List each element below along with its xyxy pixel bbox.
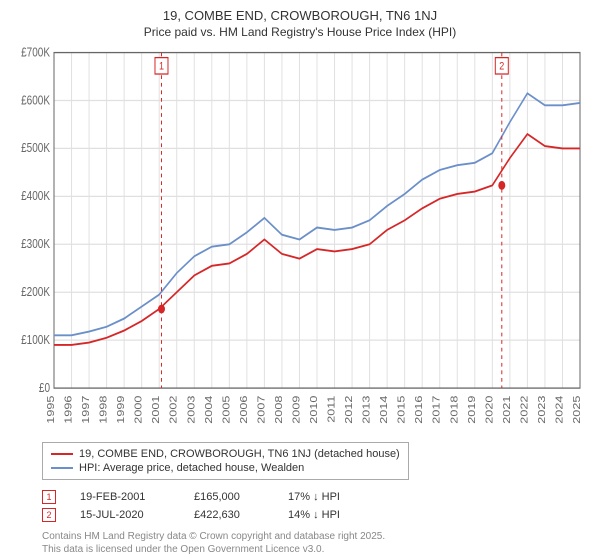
x-tick-label: 2005 xyxy=(221,396,232,424)
x-tick-label: 2011 xyxy=(327,396,338,423)
x-tick-label: 2001 xyxy=(151,396,162,424)
transaction-row: 1 19-FEB-2001 £165,000 17% ↓ HPI xyxy=(42,488,588,506)
y-tick-label: £600K xyxy=(21,94,50,107)
tx-price: £165,000 xyxy=(194,491,264,503)
x-tick-label: 2013 xyxy=(362,396,373,424)
x-tick-label: 2012 xyxy=(344,396,355,424)
tx-marker-badge-label: 2 xyxy=(499,61,504,73)
tx-marker-badge-label: 1 xyxy=(159,61,164,73)
tx-marker-dot xyxy=(158,305,165,314)
legend-label: 19, COMBE END, CROWBOROUGH, TN6 1NJ (det… xyxy=(79,448,400,460)
y-tick-label: £200K xyxy=(21,286,50,299)
tx-badge: 1 xyxy=(42,490,56,504)
footnote-line: This data is licensed under the Open Gov… xyxy=(42,543,588,556)
y-tick-label: £0 xyxy=(39,382,50,395)
transactions-table: 1 19-FEB-2001 £165,000 17% ↓ HPI 2 15-JUL-202… xyxy=(42,488,588,524)
x-tick-label: 2002 xyxy=(169,396,180,424)
x-tick-label: 2016 xyxy=(414,396,425,424)
x-tick-label: 2000 xyxy=(134,396,145,424)
chart-plot-area: £0 £100K £200K £300K £400K £500K £600K £700K 199… xyxy=(12,45,588,436)
legend-row: 19, COMBE END, CROWBOROUGH, TN6 1NJ (det… xyxy=(51,447,400,461)
tx-price: £422,630 xyxy=(194,509,264,521)
tx-marker-dot xyxy=(498,181,505,190)
x-tick-label: 2025 xyxy=(572,396,583,424)
chart-subtitle: Price paid vs. HM Land Registry's House … xyxy=(12,25,588,39)
x-tick-label: 2015 xyxy=(397,396,408,424)
tx-badge: 2 xyxy=(42,508,56,522)
x-tick-label: 2020 xyxy=(484,396,495,424)
tx-diff: 14% ↓ HPI xyxy=(288,509,368,521)
x-tick-label: 2010 xyxy=(309,396,320,424)
legend-swatch xyxy=(51,453,73,455)
x-tick-label: 1997 xyxy=(81,396,92,424)
x-tick-label: 2014 xyxy=(379,396,390,424)
tx-date: 15-JUL-2020 xyxy=(80,509,170,521)
footnote-line: Contains HM Land Registry data © Crown c… xyxy=(42,530,588,543)
x-tick-label: 2021 xyxy=(502,396,513,424)
y-tick-label: £400K xyxy=(21,190,50,203)
legend-swatch xyxy=(51,467,73,469)
x-tick-label: 2019 xyxy=(467,396,478,424)
tx-date: 19-FEB-2001 xyxy=(80,491,170,503)
x-tick-label: 2022 xyxy=(519,396,530,424)
legend-label: HPI: Average price, detached house, Weal… xyxy=(79,462,304,474)
x-tick-label: 2008 xyxy=(274,396,285,424)
transaction-row: 2 15-JUL-2020 £422,630 14% ↓ HPI xyxy=(42,506,588,524)
x-tick-label: 1996 xyxy=(64,396,75,424)
x-tick-label: 2023 xyxy=(537,396,548,424)
line-chart-svg: £0 £100K £200K £300K £400K £500K £600K £700K 199… xyxy=(12,45,588,436)
chart-legend: 19, COMBE END, CROWBOROUGH, TN6 1NJ (det… xyxy=(42,442,409,480)
chart-title: 19, COMBE END, CROWBOROUGH, TN6 1NJ xyxy=(12,8,588,23)
x-tick-label: 2007 xyxy=(256,396,267,424)
x-tick-label: 2017 xyxy=(432,396,443,424)
x-tick-label: 1998 xyxy=(99,396,110,424)
x-tick-label: 2003 xyxy=(186,396,197,424)
y-tick-label: £500K xyxy=(21,142,50,155)
tx-diff: 17% ↓ HPI xyxy=(288,491,368,503)
x-tick-label: 1995 xyxy=(46,396,57,424)
chart-footnote: Contains HM Land Registry data © Crown c… xyxy=(42,530,588,556)
x-tick-label: 2018 xyxy=(449,396,460,424)
y-tick-label: £300K xyxy=(21,238,50,251)
x-tick-label: 2004 xyxy=(204,396,215,424)
chart-container: 19, COMBE END, CROWBOROUGH, TN6 1NJ Pric… xyxy=(0,0,600,560)
y-tick-label: £100K xyxy=(21,334,50,347)
x-tick-label: 2006 xyxy=(239,396,250,424)
y-tick-label: £700K xyxy=(21,46,50,59)
x-tick-label: 2024 xyxy=(555,396,566,424)
legend-row: HPI: Average price, detached house, Weal… xyxy=(51,461,400,475)
x-tick-label: 2009 xyxy=(292,396,303,424)
x-tick-label: 1999 xyxy=(116,396,127,424)
